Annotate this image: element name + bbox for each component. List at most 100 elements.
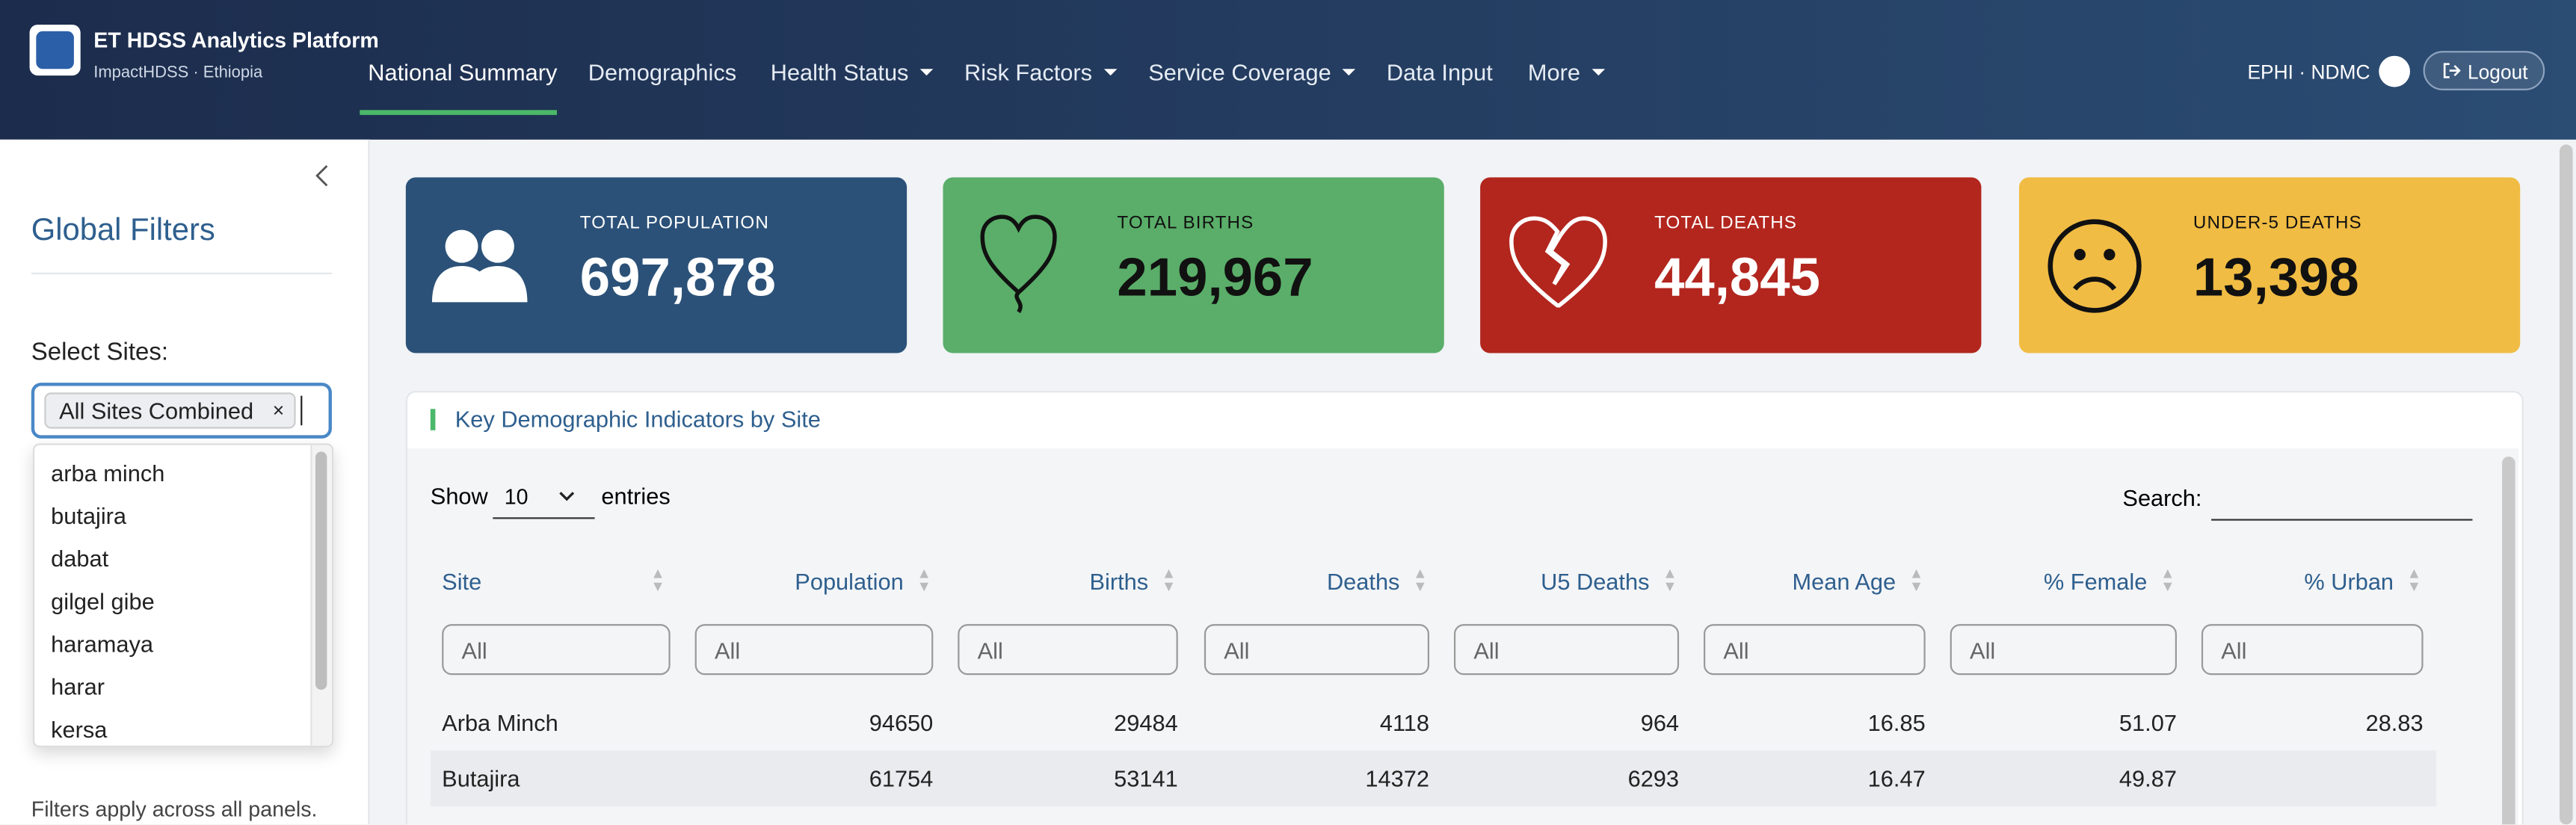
table-cell: 53141 xyxy=(1114,765,1178,792)
filter-placeholder: All xyxy=(1473,637,1500,664)
kpi-label: TOTAL DEATHS xyxy=(1654,213,1798,234)
selected-tag[interactable]: All Sites Combined × xyxy=(44,392,296,429)
site-option[interactable]: butajira xyxy=(51,502,127,529)
search-input[interactable] xyxy=(2211,519,2473,521)
nav-item[interactable]: Health Status xyxy=(771,59,934,85)
sort-icon[interactable]: ▲ ▼ xyxy=(2406,565,2422,595)
column-header[interactable]: Site xyxy=(442,568,482,595)
column-header[interactable]: % Female xyxy=(2043,568,2148,595)
dropdown: arba minch butajira dabat gilgel gibe harama… xyxy=(32,443,334,747)
kpi-label: TOTAL POPULATION xyxy=(579,213,769,234)
show-label: Show xyxy=(430,483,488,510)
site-option[interactable]: harar xyxy=(51,673,105,700)
row-stripe xyxy=(430,750,2437,807)
filter-placeholder: All xyxy=(1224,637,1250,664)
sort-icon[interactable]: ▲ ▼ xyxy=(1413,565,1428,595)
kpi-value: 44,845 xyxy=(1654,246,1820,307)
scrollbar xyxy=(2502,456,2515,825)
kpi-icon xyxy=(2047,219,2142,313)
kpi-label: UNDER-5 DEATHS xyxy=(2193,213,2362,234)
site-option[interactable]: kersa xyxy=(51,716,108,743)
filter-placeholder: All xyxy=(1970,637,1996,664)
column-header[interactable]: Births xyxy=(1089,568,1149,595)
sort-icon[interactable]: ▲ ▼ xyxy=(1663,565,1677,595)
table-cell: 6293 xyxy=(1627,765,1680,792)
selected-label: All Sites Combined xyxy=(59,397,254,424)
kpi-icon xyxy=(431,229,528,303)
column-header[interactable]: Mean Age xyxy=(1792,568,1896,595)
table-cell: 51.07 xyxy=(2119,709,2177,736)
nav-item[interactable]: National Summary xyxy=(368,59,558,86)
nav-item[interactable]: Risk Factors xyxy=(964,59,1117,85)
page-size-select[interactable]: 10 xyxy=(493,476,595,519)
column-header[interactable]: Population xyxy=(795,568,904,595)
kpi-label: TOTAL BIRTHS xyxy=(1117,213,1254,234)
nav-item[interactable]: Demographics xyxy=(588,59,737,86)
site-option[interactable]: arba minch xyxy=(51,460,165,486)
column-header[interactable]: U5 Deaths xyxy=(1541,568,1650,595)
title-accent xyxy=(430,409,436,430)
entries-label: entries xyxy=(601,483,671,510)
site-select[interactable] xyxy=(31,383,332,439)
table-cell: 28.83 xyxy=(2365,709,2424,736)
column-filter[interactable]: All xyxy=(1950,624,2177,676)
select-label: Select Sites: xyxy=(31,338,168,367)
nav-item[interactable]: More xyxy=(1528,59,1605,85)
sort-icon[interactable]: ▲ ▼ xyxy=(1161,565,1177,595)
sort-icon[interactable]: ▲ ▼ xyxy=(916,565,931,595)
kpi-card: TOTAL POPULATION 697,878 xyxy=(405,177,908,353)
kpi-icon xyxy=(1509,216,1607,308)
kpi-card: TOTAL DEATHS 44,845 xyxy=(1480,177,1982,353)
column-header[interactable]: Deaths xyxy=(1326,568,1400,595)
table-title: Key Demographic Indicators by Site xyxy=(455,405,821,432)
site-option[interactable]: dabat xyxy=(51,545,109,572)
active-indicator xyxy=(360,110,558,115)
table-cell: 4118 xyxy=(1379,709,1429,736)
logout-button[interactable]: Logout xyxy=(2423,51,2545,90)
page-scrollbar xyxy=(2560,144,2573,825)
column-filter[interactable]: All xyxy=(1204,624,1429,676)
table-cell: 29484 xyxy=(1114,709,1178,736)
site-option[interactable]: haramaya xyxy=(51,630,153,658)
table-cell: Butajira xyxy=(442,765,520,792)
column-header[interactable]: % Urban xyxy=(2304,568,2394,595)
cursor xyxy=(301,395,303,426)
column-filter[interactable]: All xyxy=(958,624,1178,676)
filter-placeholder: All xyxy=(2221,637,2247,664)
table-cell: 61754 xyxy=(869,765,934,792)
org-label: EPHI · NDMC xyxy=(2247,61,2370,84)
app-title: ET HDSS Analytics Platform xyxy=(93,28,379,53)
sort-icon[interactable]: ▲ ▼ xyxy=(2160,565,2175,595)
kpi-card: TOTAL BIRTHS 219,967 xyxy=(943,177,1444,353)
sort-icon[interactable]: ▲ ▼ xyxy=(1908,565,1924,595)
column-filter[interactable]: All xyxy=(2201,624,2424,676)
collapse-button[interactable] xyxy=(312,164,332,188)
kpi-icon xyxy=(980,214,1057,314)
table-cell: 16.85 xyxy=(1867,709,1926,736)
table-cell: 49.87 xyxy=(2119,765,2177,792)
sidebar-note: Filters apply across all panels. xyxy=(31,796,318,821)
column-filter[interactable]: All xyxy=(442,624,671,676)
nav-item[interactable]: Service Coverage xyxy=(1148,59,1356,85)
sort-icon[interactable]: ▲ ▼ xyxy=(650,565,665,595)
filter-placeholder: All xyxy=(977,637,1003,664)
site-option[interactable]: gilgel gibe xyxy=(51,587,155,614)
column-filter[interactable]: All xyxy=(694,624,934,676)
filter-placeholder: All xyxy=(1723,637,1749,664)
divider xyxy=(31,272,332,275)
nav-item[interactable]: Data Input xyxy=(1386,59,1493,86)
search-label: Search: xyxy=(2122,484,2202,511)
column-filter[interactable]: All xyxy=(1704,624,1926,676)
kpi-card: UNDER-5 DEATHS 13,398 xyxy=(2018,177,2521,353)
avatar[interactable] xyxy=(2379,55,2411,87)
logo xyxy=(29,24,81,76)
column-filter[interactable]: All xyxy=(1453,624,1680,676)
table-cell: 964 xyxy=(1640,709,1680,736)
kpi-value: 13,398 xyxy=(2193,246,2359,307)
table-cell: 14372 xyxy=(1365,765,1429,792)
kpi-value: 219,967 xyxy=(1117,246,1313,307)
app-subtitle: ImpactHDSS · Ethiopia xyxy=(93,64,263,82)
table-cell: 94650 xyxy=(869,709,934,736)
logout-label: Logout xyxy=(2467,61,2528,84)
